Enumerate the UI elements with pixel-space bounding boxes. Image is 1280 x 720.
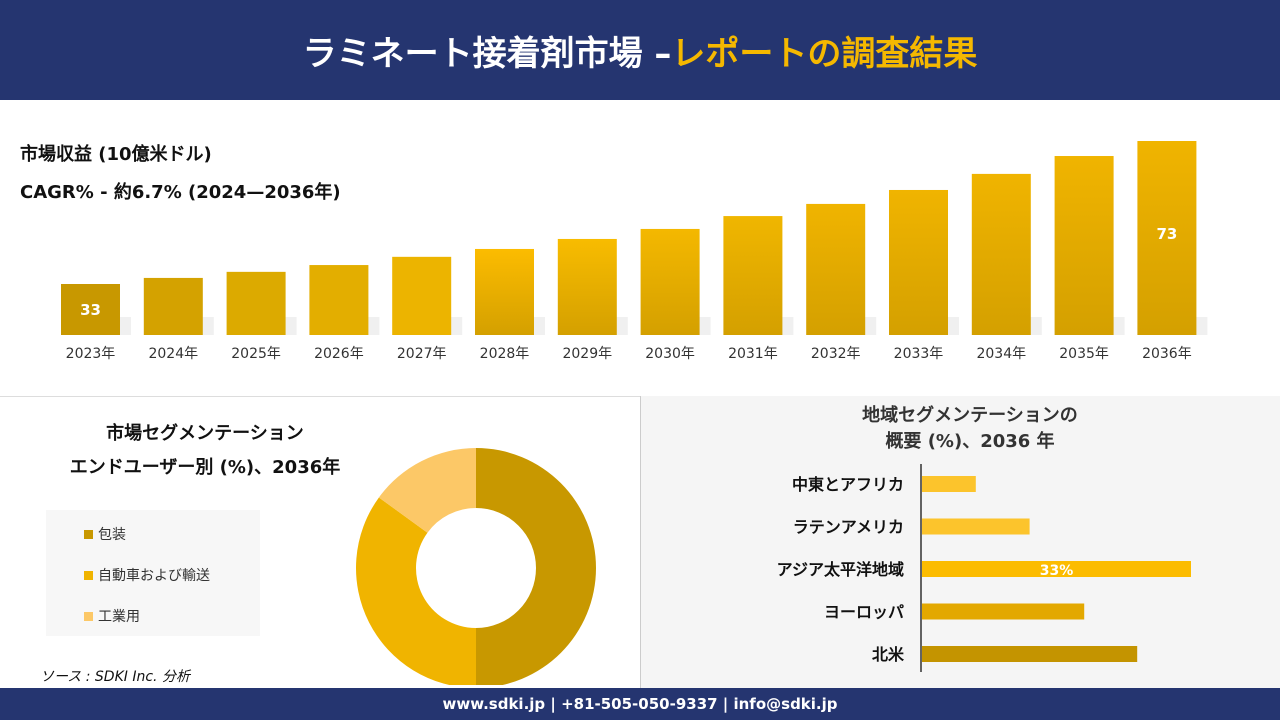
year-label: 2026年 bbox=[314, 346, 364, 362]
revenue-bar bbox=[889, 189, 948, 335]
legend-swatch bbox=[84, 611, 93, 621]
donut-slice bbox=[476, 448, 596, 685]
donut-title-1: 市場セグメンテーション bbox=[106, 423, 304, 444]
year-label: 2029年 bbox=[562, 346, 612, 362]
legend-label: 自動車および輸送 bbox=[98, 568, 210, 584]
region-label: ヨーロッパ bbox=[824, 603, 904, 622]
region-label: ラテンアメリカ bbox=[793, 518, 904, 537]
revenue-bar bbox=[1137, 141, 1197, 335]
region-bar bbox=[922, 518, 1030, 535]
region-panel bbox=[640, 396, 1280, 688]
year-label: 2025年 bbox=[231, 346, 281, 362]
source-note: ソース : SDKI Inc. 分析 bbox=[40, 669, 190, 685]
revenue-bar bbox=[640, 228, 700, 335]
bar-value-label: 33% bbox=[1040, 563, 1074, 579]
year-label: 2034年 bbox=[976, 346, 1026, 362]
page-header: ラミネート接着剤市場 – レポートの調査結果 bbox=[0, 0, 1280, 100]
revenue-bar-chart: 2023年 33 2024年 2025年 2026年 2027年 2028年 2029年 203… bbox=[61, 141, 1208, 362]
legend-swatch bbox=[84, 529, 93, 539]
region-label: 北米 bbox=[872, 645, 905, 664]
year-label: 2023年 bbox=[66, 346, 116, 362]
revenue-bar bbox=[475, 248, 534, 335]
region-bar bbox=[922, 603, 1085, 620]
revenue-bar bbox=[392, 256, 452, 335]
revenue-bar bbox=[226, 271, 286, 335]
legend-label: 包装 bbox=[98, 527, 126, 543]
year-label: 2033年 bbox=[894, 346, 944, 362]
cagr-subtitle: CAGR% - 約6.7% (2024—2036年) bbox=[20, 182, 341, 203]
legend-swatch bbox=[84, 570, 93, 580]
revenue-bar bbox=[557, 238, 617, 335]
revenue-title: 市場収益 (10億米ドル) bbox=[20, 144, 212, 165]
revenue-bar bbox=[806, 203, 866, 335]
end-user-donut-chart bbox=[356, 448, 596, 685]
region-bar bbox=[922, 476, 976, 492]
region-label: 中東とアフリカ bbox=[792, 475, 904, 494]
legend-label: 工業用 bbox=[98, 609, 140, 625]
year-label: 2028年 bbox=[480, 346, 530, 362]
year-label: 2027年 bbox=[397, 346, 447, 362]
year-label: 2031年 bbox=[728, 346, 778, 362]
year-label: 2035年 bbox=[1059, 346, 1109, 362]
revenue-bar bbox=[143, 277, 203, 335]
year-label: 2036年 bbox=[1142, 346, 1192, 362]
donut-slice bbox=[356, 497, 476, 685]
donut-legend: 包装 自動車および輸送 工業用 bbox=[46, 510, 260, 636]
year-label: 2032年 bbox=[811, 346, 861, 362]
donut-title-2: エンドユーザー別 (%)、2036年 bbox=[69, 457, 341, 478]
revenue-bar bbox=[1054, 156, 1114, 335]
donut-slice bbox=[378, 448, 476, 533]
bar-value-label: 33 bbox=[80, 301, 101, 319]
legend-item: 工業用 bbox=[84, 606, 140, 626]
year-label: 2024年 bbox=[148, 346, 198, 362]
title-main: ラミネート接着剤市場 – bbox=[302, 33, 672, 74]
revenue-bar bbox=[723, 216, 783, 335]
revenue-bar bbox=[971, 173, 1031, 335]
region-label: アジア太平洋地域 bbox=[777, 560, 904, 579]
bar-value-label: 73 bbox=[1156, 225, 1177, 243]
legend-item: 自動車および輸送 bbox=[84, 565, 210, 585]
footer-contact: www.sdki.jp | +81-505-050-9337 | info@sd… bbox=[0, 688, 1280, 720]
revenue-bar bbox=[61, 284, 120, 335]
region-title-1: 地域セグメンテーションの bbox=[862, 405, 1078, 426]
year-label: 2030年 bbox=[645, 346, 695, 362]
revenue-bar bbox=[309, 265, 369, 335]
legend-item: 包装 bbox=[84, 524, 126, 544]
region-bar bbox=[922, 561, 1191, 577]
region-bar bbox=[922, 646, 1138, 662]
title-accent: レポートの調査結果 bbox=[671, 33, 978, 74]
region-title-2: 概要 (%)、2036 年 bbox=[885, 431, 1055, 452]
